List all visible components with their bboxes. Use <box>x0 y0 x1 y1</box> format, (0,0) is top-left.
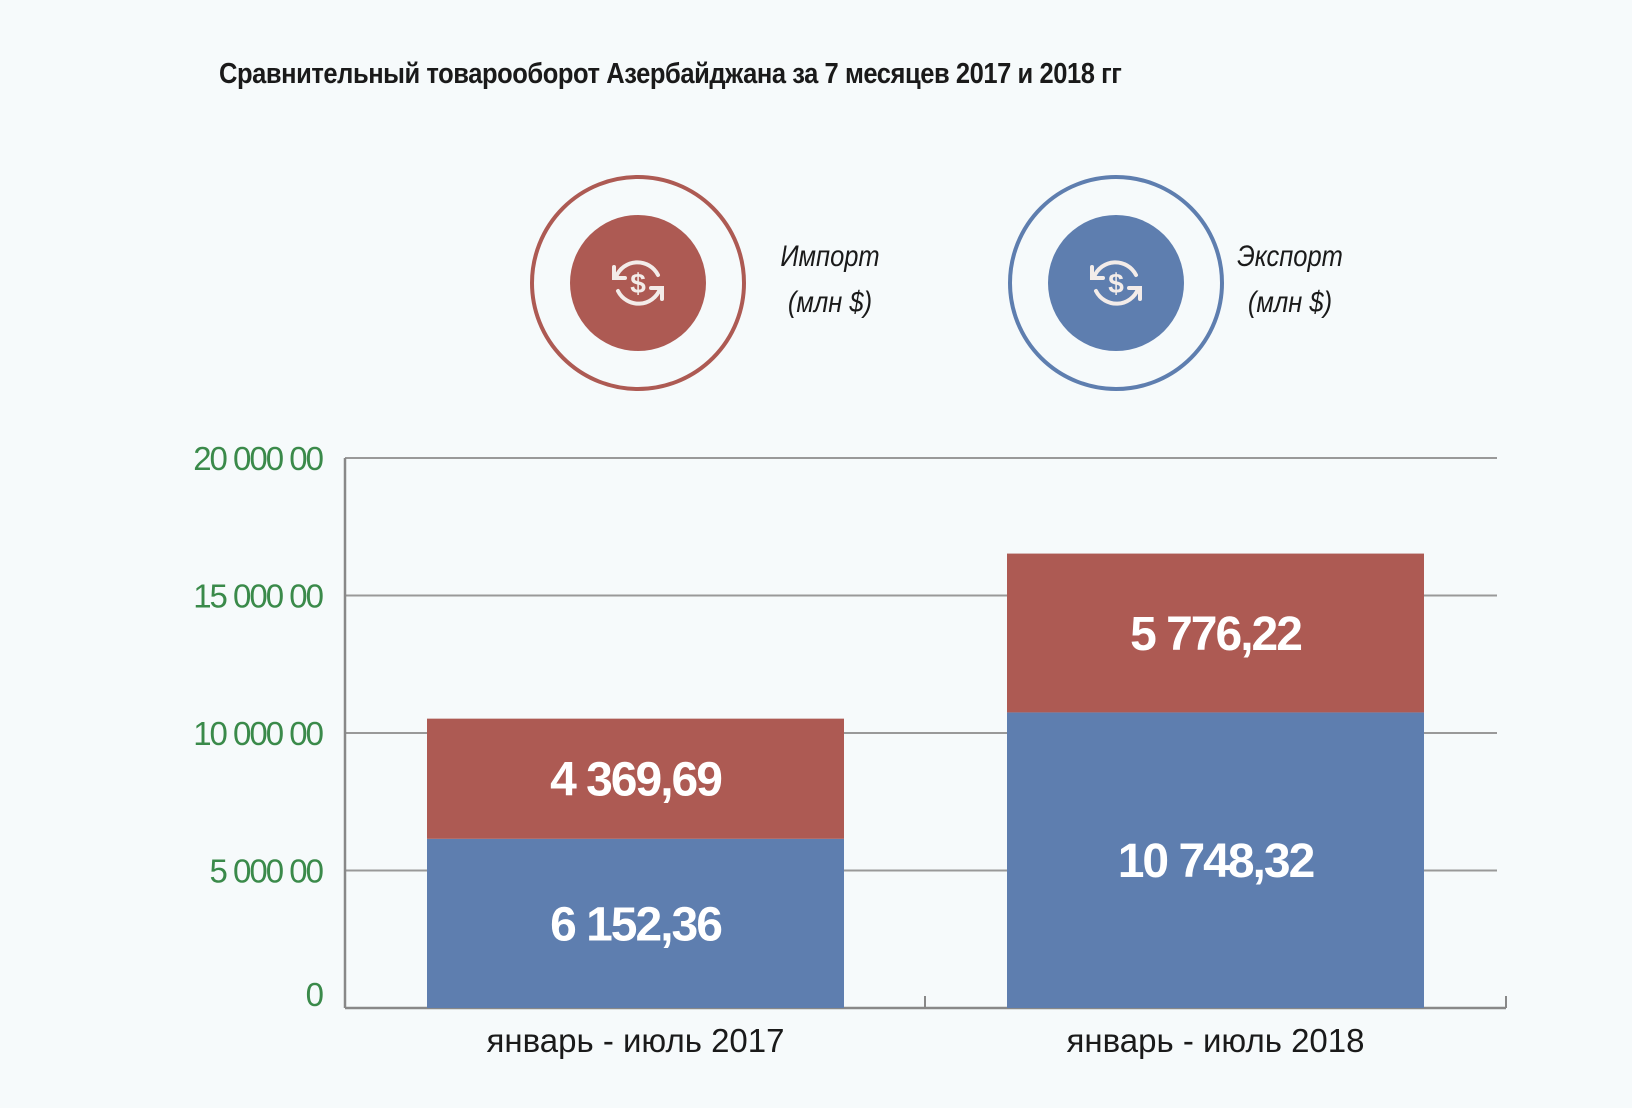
dollar-exchange-icon: $ <box>612 260 664 306</box>
svg-text:$: $ <box>1108 268 1124 299</box>
chart-title: Сравнительный товарооборот Азербайджана … <box>219 58 1122 90</box>
x-category-label: январь - июль 2018 <box>1067 1022 1365 1059</box>
legend-import-line1: Импорт <box>780 240 880 273</box>
svg-text:$: $ <box>630 268 646 299</box>
legend-import-disc <box>570 215 706 351</box>
bar-value-label: 6 152,36 <box>550 898 721 951</box>
y-tick-label: 20 000 00 <box>193 440 323 477</box>
legend-import-ring <box>530 175 746 391</box>
bar-export <box>427 838 844 1008</box>
legend-import-label: Импорт (млн $) <box>762 234 898 326</box>
y-tick-label: 5 000 00 <box>210 853 324 890</box>
bar-value-label: 10 748,32 <box>1118 835 1314 888</box>
bar-import <box>1007 553 1424 713</box>
bar-value-label: 5 776,22 <box>1130 608 1301 661</box>
bar-import <box>427 718 844 839</box>
legend-export-disc <box>1048 215 1184 351</box>
y-tick-label: 15 000 00 <box>193 578 323 615</box>
legend-export-label: Экспорт (млн $) <box>1222 234 1358 326</box>
legend-export-line2: (млн $) <box>1247 286 1333 319</box>
legend-export-ring <box>1008 175 1224 391</box>
bar-value-label: 4 369,69 <box>550 754 721 807</box>
bar-export <box>1007 712 1424 1008</box>
y-tick-label: 10 000 00 <box>193 715 323 752</box>
dollar-exchange-icon: $ <box>1090 260 1142 306</box>
legend-export-line1: Экспорт <box>1237 240 1343 273</box>
legend-import-line2: (млн $) <box>787 286 873 319</box>
y-tick-label: 0 <box>306 976 324 1013</box>
x-category-label: январь - июль 2017 <box>487 1022 785 1059</box>
